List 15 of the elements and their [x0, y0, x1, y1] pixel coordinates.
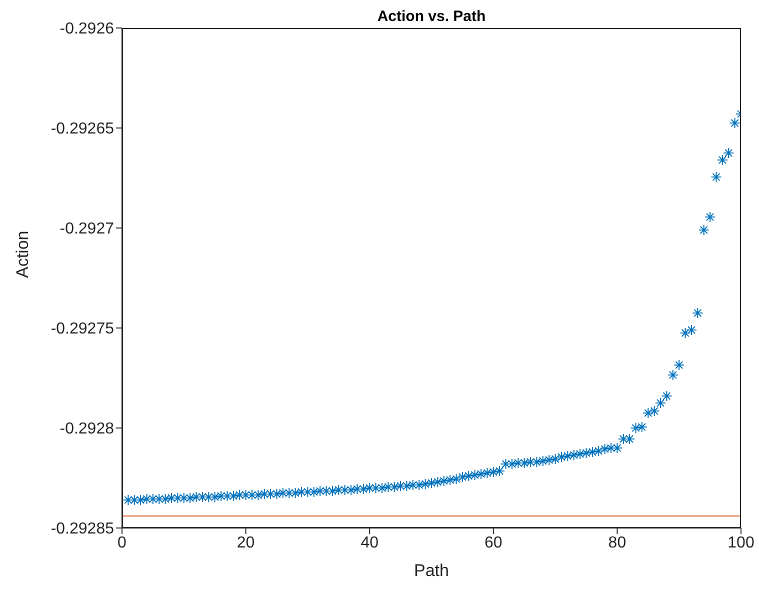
- y-tick-label: -0.29265: [50, 120, 114, 138]
- x-axis-title: Path: [414, 561, 449, 580]
- y-tick-label: -0.29285: [50, 520, 114, 538]
- y-tick-label: -0.29275: [50, 320, 114, 338]
- x-tick-label: 60: [484, 534, 502, 552]
- y-tick-label: -0.2926: [60, 20, 114, 38]
- y-tick-label: -0.2928: [60, 420, 114, 438]
- x-tick-label: 100: [728, 534, 754, 552]
- x-tick-label: 0: [118, 534, 127, 552]
- y-tick-label: -0.2927: [60, 220, 114, 238]
- chart-title: Action vs. Path: [376, 8, 487, 25]
- y-axis-title: Action: [13, 230, 32, 278]
- x-tick-label: 80: [608, 534, 626, 552]
- x-tick-label: 40: [360, 534, 379, 552]
- x-tick-label: 20: [236, 534, 255, 552]
